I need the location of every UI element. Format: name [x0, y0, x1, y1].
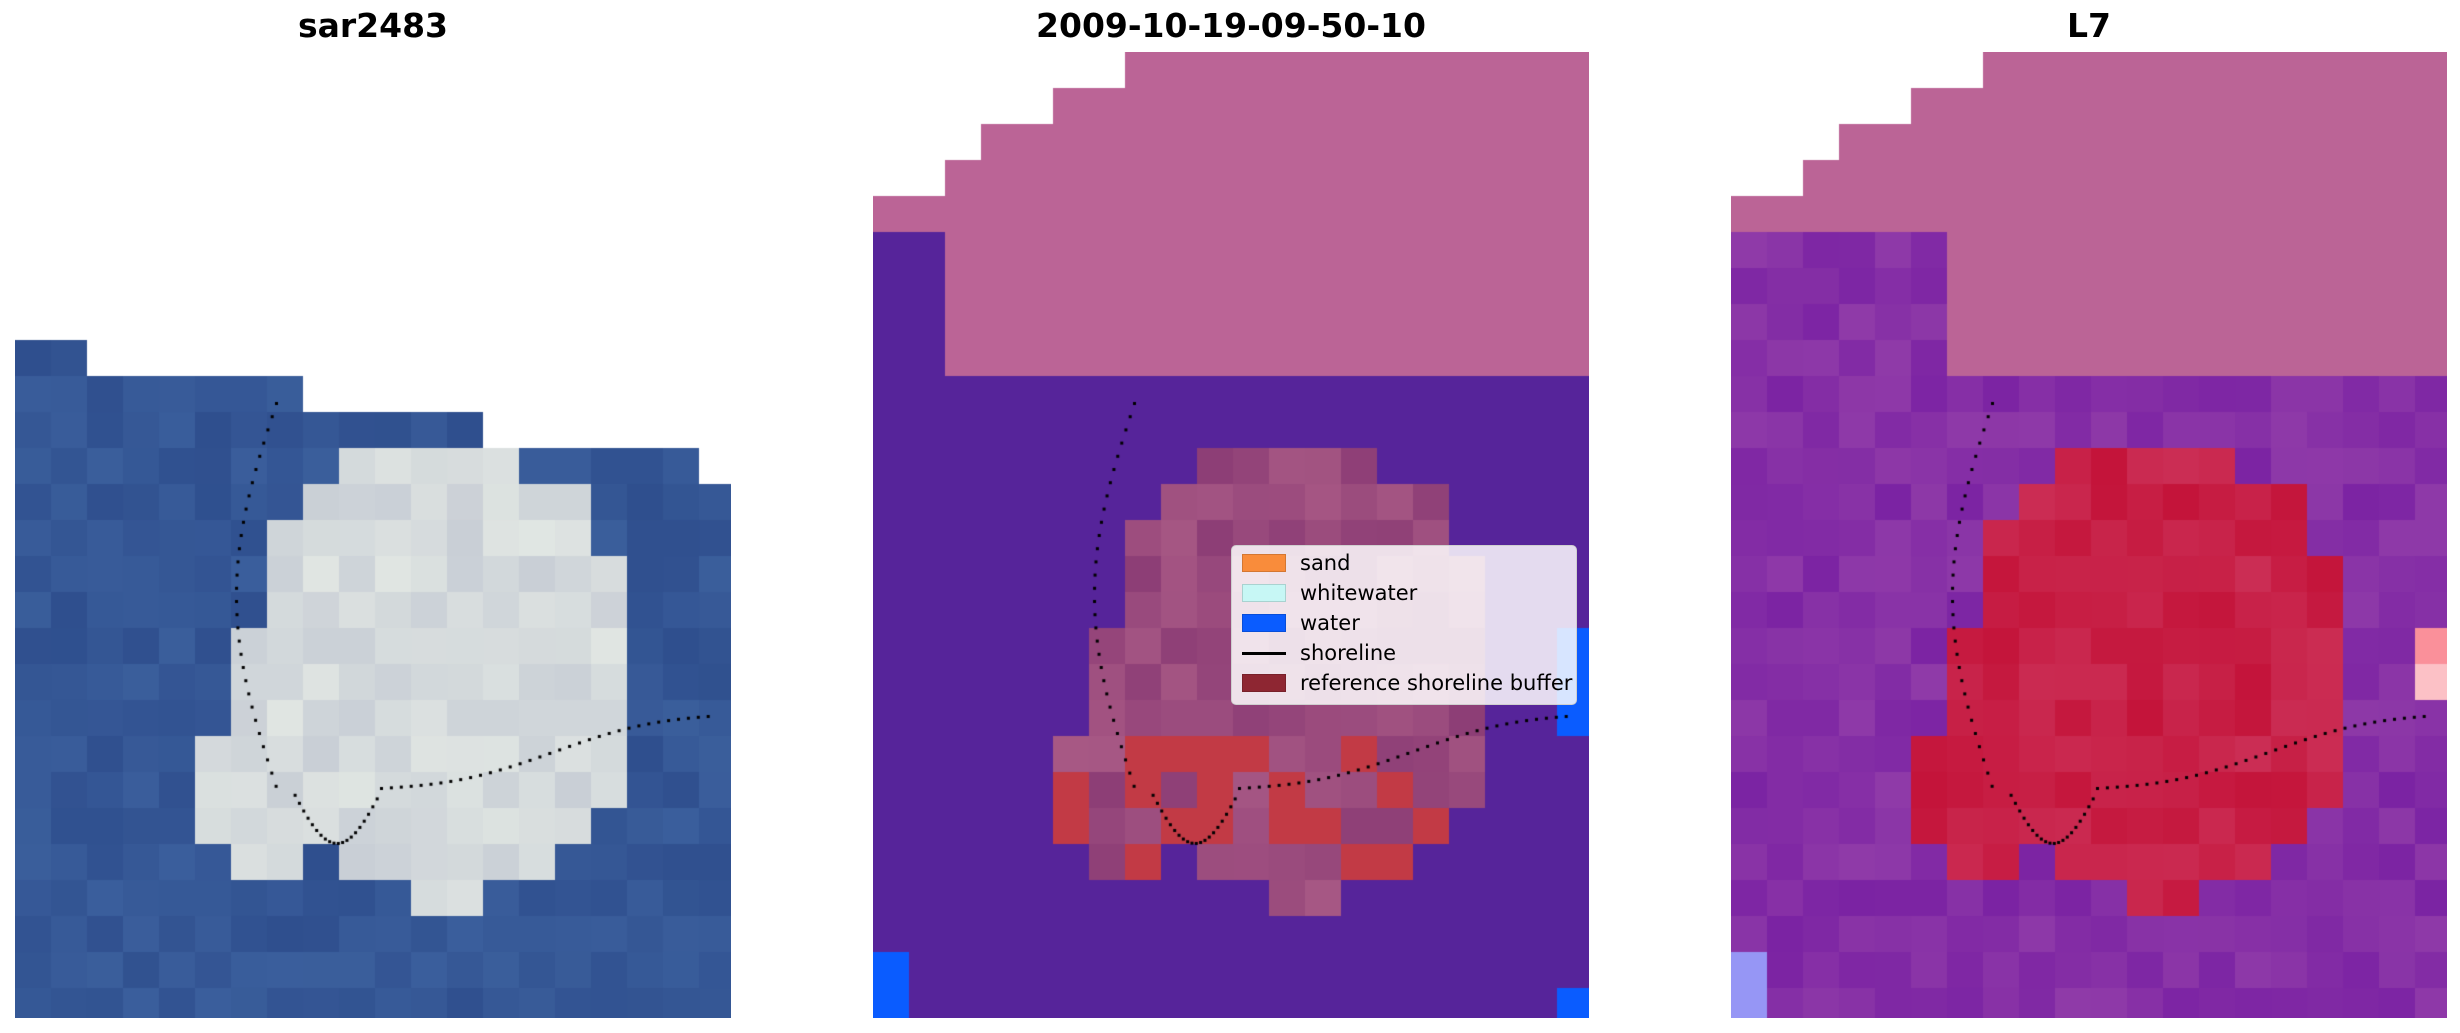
shoreline-swatch: [1242, 651, 1286, 655]
legend-label: shoreline: [1300, 641, 1397, 665]
legend-label: sand: [1300, 551, 1351, 575]
rgb-satellite-image: [15, 52, 731, 1018]
panel-title-index: L7: [2067, 6, 2111, 45]
legend-label: water: [1300, 611, 1360, 635]
legend-label: reference shoreline buffer: [1300, 671, 1573, 695]
legend-item-whitewater: whitewater: [1242, 581, 1418, 605]
rgb-image-panel: [15, 52, 731, 1018]
legend-item-water: water: [1242, 611, 1360, 635]
reference-buffer-swatch: [1242, 674, 1286, 692]
sand-swatch: [1242, 554, 1286, 572]
legend-item-reference-buffer: reference shoreline buffer: [1242, 671, 1573, 695]
panel-title-classified: 2009-10-19-09-50-10: [1036, 6, 1426, 45]
legend-item-shoreline: shoreline: [1242, 641, 1397, 665]
classified-image-panel: [873, 52, 1589, 1018]
legend-item-sand: sand: [1242, 551, 1351, 575]
index-image-panel: [1731, 52, 2447, 1018]
whitewater-swatch: [1242, 584, 1286, 602]
classified-image: [873, 52, 1589, 1018]
legend: sand whitewater water shoreline referenc…: [1231, 545, 1577, 705]
water-index-image: [1731, 52, 2447, 1018]
legend-label: whitewater: [1300, 581, 1418, 605]
panel-title-rgb: sar2483: [297, 6, 449, 45]
water-swatch: [1242, 614, 1286, 632]
